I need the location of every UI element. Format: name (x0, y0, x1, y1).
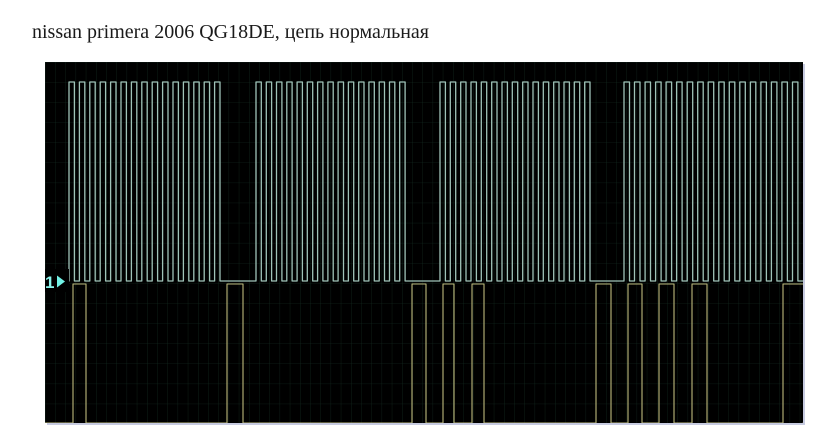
svg-text:1: 1 (45, 273, 54, 292)
